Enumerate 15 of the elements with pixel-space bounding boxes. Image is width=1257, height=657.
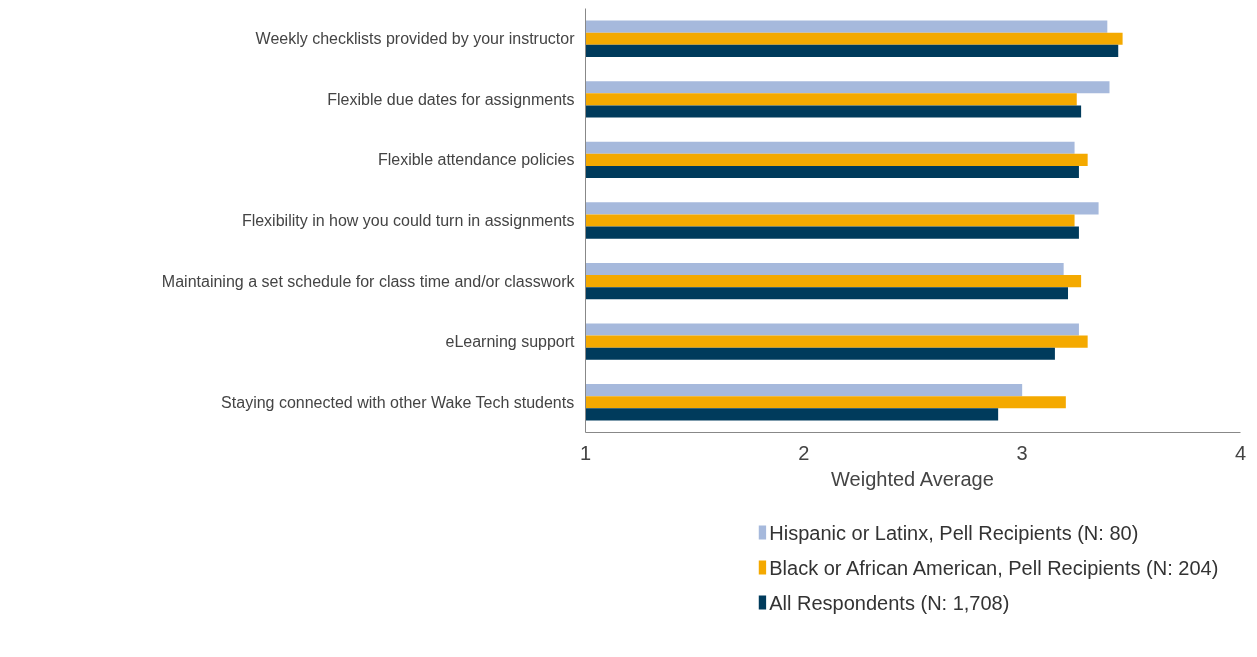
x-axis-title: Weighted Average bbox=[831, 467, 994, 490]
legend-label: All Respondents (N: 1,708) bbox=[769, 591, 1010, 614]
x-tick-label: 4 bbox=[1234, 441, 1247, 464]
y-tick-label: Flexibility in how you could turn in assignments bbox=[241, 212, 575, 229]
y-tick-label: Weekly checklists provided by your instructor bbox=[255, 30, 576, 48]
x-tick-label: 2 bbox=[798, 441, 810, 464]
x-tick-label: 3 bbox=[1016, 441, 1028, 464]
y-tick-label: Maintaining a set schedule for class time and/or classwork bbox=[161, 272, 576, 290]
y-tick-label: Flexible due dates for assignments bbox=[327, 90, 575, 108]
x-tick-label: 1 bbox=[579, 441, 592, 464]
y-tick-label: Flexible attendance policies bbox=[377, 151, 575, 169]
y-tick-label: eLearning support bbox=[445, 333, 576, 351]
legend-label: Hispanic or Latinx, Pell Recipients (N: 80) bbox=[769, 521, 1139, 544]
y-tick-label: Staying connected with other Wake Tech students bbox=[221, 393, 575, 411]
legend-label: Black or African American, Pell Recipients (N: 204) bbox=[769, 556, 1219, 579]
